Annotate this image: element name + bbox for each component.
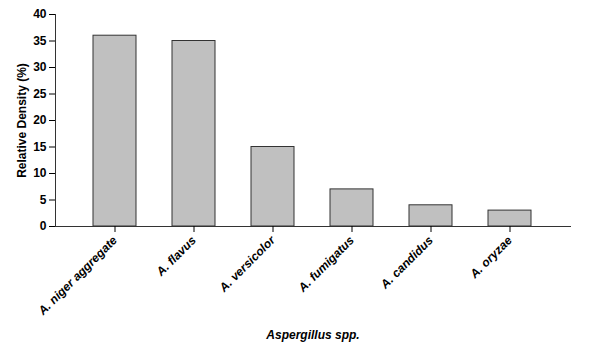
svg-text:20: 20 xyxy=(33,113,47,127)
svg-text:A. versicolor: A. versicolor xyxy=(216,232,279,295)
svg-text:40: 40 xyxy=(33,7,47,21)
svg-text:15: 15 xyxy=(33,140,47,154)
svg-text:A. niger aggregate: A. niger aggregate xyxy=(35,233,120,318)
svg-text:5: 5 xyxy=(40,193,47,207)
svg-text:A. candidus: A. candidus xyxy=(377,233,436,292)
svg-text:0: 0 xyxy=(40,219,47,233)
svg-text:30: 30 xyxy=(33,60,47,74)
svg-text:Aspergillus spp.: Aspergillus spp. xyxy=(265,328,359,342)
svg-text:10: 10 xyxy=(33,166,47,180)
svg-text:A. oryzae: A. oryzae xyxy=(466,233,515,282)
svg-text:A. fumigatus: A. fumigatus xyxy=(295,233,357,295)
svg-text:35: 35 xyxy=(33,34,47,48)
svg-text:25: 25 xyxy=(33,87,47,101)
svg-text:A. flavus: A. flavus xyxy=(153,233,199,279)
svg-text:Relative Density (%): Relative Density (%) xyxy=(15,63,29,178)
